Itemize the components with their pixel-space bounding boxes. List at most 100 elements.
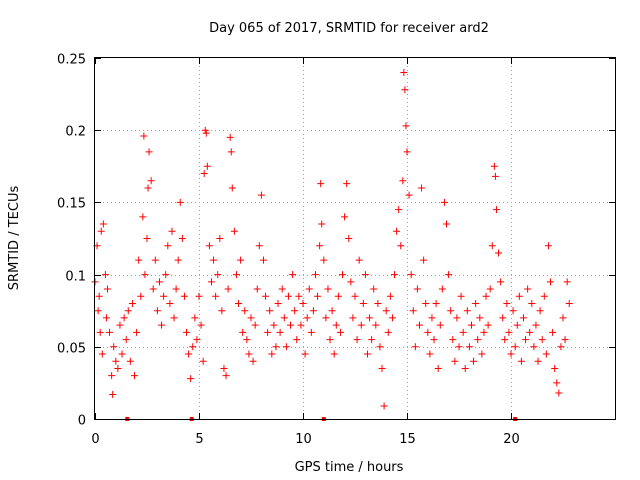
data-point xyxy=(418,184,426,192)
data-point xyxy=(478,350,486,358)
data-point xyxy=(490,162,498,170)
data-point xyxy=(99,220,107,228)
data-point xyxy=(131,372,139,380)
data-points xyxy=(91,68,573,410)
data-point xyxy=(322,314,330,322)
x-tick-label: 5 xyxy=(195,432,203,447)
data-point xyxy=(415,321,423,329)
data-point xyxy=(495,249,503,257)
data-point xyxy=(355,256,363,264)
data-point xyxy=(314,292,322,300)
data-point xyxy=(420,256,428,264)
data-point xyxy=(106,328,114,336)
data-point xyxy=(544,242,552,250)
data-point xyxy=(147,177,155,185)
y-tick-label: 0.05 xyxy=(57,342,86,357)
data-point xyxy=(118,350,126,358)
x-tick-labels: 0 5 10 15 20 xyxy=(91,432,519,447)
data-point xyxy=(251,321,259,329)
data-point xyxy=(334,292,342,300)
y-tick-label: 0.15 xyxy=(57,197,86,212)
data-point xyxy=(303,314,311,322)
data-point xyxy=(101,271,109,279)
data-point xyxy=(482,292,490,300)
data-point xyxy=(326,336,334,344)
data-point xyxy=(176,198,184,206)
data-point xyxy=(97,227,105,235)
y-axis-title: SRMTID / TECUs xyxy=(7,186,22,291)
data-point xyxy=(515,292,523,300)
data-point xyxy=(268,350,276,358)
data-point xyxy=(191,314,199,322)
data-point xyxy=(368,336,376,344)
data-point xyxy=(178,235,186,242)
data-point xyxy=(540,292,548,300)
data-point xyxy=(461,364,469,372)
data-point xyxy=(110,343,118,351)
data-point xyxy=(349,314,357,322)
data-point xyxy=(94,307,102,315)
data-point xyxy=(453,314,461,322)
data-point xyxy=(174,256,182,264)
data-point xyxy=(170,314,178,322)
data-point xyxy=(307,328,315,336)
data-point xyxy=(262,292,270,300)
data-point xyxy=(497,278,505,286)
data-point xyxy=(96,328,104,336)
data-point xyxy=(438,285,446,293)
data-point xyxy=(470,357,478,365)
data-point xyxy=(199,357,207,365)
data-point xyxy=(205,242,213,250)
data-point xyxy=(202,129,210,137)
data-point xyxy=(503,299,511,307)
data-point xyxy=(474,336,482,344)
x-axis-title: GPS time / hours xyxy=(295,460,404,475)
data-point xyxy=(207,278,215,286)
data-point xyxy=(426,350,434,358)
data-point xyxy=(519,314,527,322)
data-point xyxy=(280,314,288,322)
data-point xyxy=(463,307,471,315)
data-point xyxy=(440,198,448,206)
data-point xyxy=(528,299,536,307)
data-point xyxy=(513,321,521,329)
data-point xyxy=(491,172,499,180)
data-point xyxy=(336,328,344,336)
data-point xyxy=(501,336,509,344)
data-point xyxy=(366,314,374,322)
data-point xyxy=(193,336,201,344)
data-point xyxy=(551,364,559,372)
data-point xyxy=(382,307,390,315)
data-point xyxy=(189,343,197,351)
data-point xyxy=(376,343,384,351)
data-point xyxy=(237,256,245,264)
data-point xyxy=(274,299,282,307)
data-point xyxy=(480,328,488,336)
data-point xyxy=(397,242,405,250)
data-point xyxy=(457,292,465,300)
data-point xyxy=(266,307,274,315)
data-point xyxy=(284,292,292,300)
data-point xyxy=(459,328,467,336)
data-point xyxy=(511,343,519,351)
data-point xyxy=(530,343,538,351)
data-point xyxy=(128,299,136,307)
data-point xyxy=(538,336,546,344)
data-point xyxy=(428,314,436,322)
data-point xyxy=(144,184,152,192)
data-point xyxy=(98,350,106,358)
data-point xyxy=(359,299,367,307)
data-point xyxy=(168,227,176,235)
data-point xyxy=(145,148,153,156)
data-point xyxy=(386,292,394,300)
data-point xyxy=(309,307,317,315)
data-point xyxy=(216,235,224,242)
data-point xyxy=(447,307,455,315)
chart-title: Day 065 of 2017, SRMTID for receiver ard… xyxy=(209,21,489,36)
data-point xyxy=(222,372,230,380)
data-point xyxy=(351,292,359,300)
data-point xyxy=(380,402,388,410)
data-point xyxy=(399,177,407,185)
data-point xyxy=(436,321,444,329)
x-tick-label: 15 xyxy=(399,432,416,447)
